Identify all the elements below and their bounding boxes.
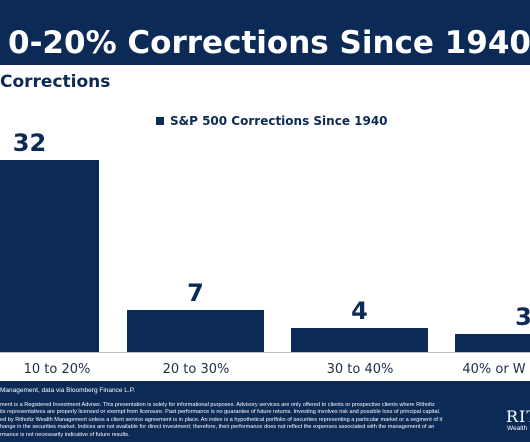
chart-legend: S&P 500 Corrections Since 1940 bbox=[156, 114, 388, 128]
chart-subtitle: Corrections bbox=[0, 72, 111, 92]
data-label: 4 bbox=[351, 297, 368, 325]
category-label: 40% or W bbox=[462, 362, 525, 377]
legend-label: S&P 500 Corrections Since 1940 bbox=[170, 114, 388, 128]
bar bbox=[127, 310, 264, 352]
bar bbox=[455, 334, 530, 352]
bar-chart: 32 10 to 20% 7 20 to 30% 4 30 to 40% 3 40% or W bbox=[0, 129, 530, 377]
disclaimer-line: ed by Ritholtz Wealth Management unless … bbox=[0, 416, 443, 423]
data-label: 7 bbox=[187, 279, 204, 307]
data-label: 32 bbox=[13, 129, 46, 157]
source-note: Management, data via Bloomberg Finance L… bbox=[0, 387, 136, 394]
bar bbox=[0, 160, 99, 352]
category-label: 10 to 20% bbox=[24, 362, 91, 377]
disclaimer-line: ment is a Registered Investment Adviser.… bbox=[0, 402, 435, 408]
title-bar: 0-20% Corrections Since 1940 bbox=[0, 0, 530, 65]
category-label: 20 to 30% bbox=[163, 362, 230, 377]
disclaimer-line: hange in the securities market. Indices … bbox=[0, 424, 435, 431]
company-logo: RIT bbox=[506, 407, 530, 426]
company-logo-subtext: Wealth bbox=[507, 425, 528, 432]
category-label: 30 to 40% bbox=[327, 362, 394, 377]
page-title: 0-20% Corrections Since 1940 bbox=[8, 25, 530, 61]
disclaimer-line: its representatives are properly license… bbox=[0, 409, 441, 416]
legend-swatch bbox=[156, 117, 164, 125]
bar bbox=[291, 328, 428, 352]
footer: Management, data via Bloomberg Finance L… bbox=[0, 381, 530, 442]
disclaimer: ment is a Registered Investment Adviser.… bbox=[0, 402, 498, 439]
disclaimer-line: rmance is not necessarily indicative of … bbox=[0, 431, 130, 438]
data-label: 3 bbox=[515, 303, 530, 331]
